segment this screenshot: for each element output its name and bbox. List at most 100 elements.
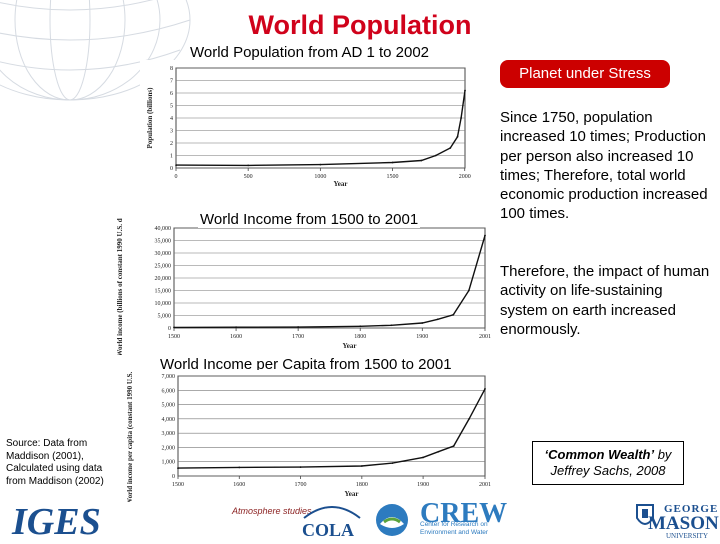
income-chart-title: World Income from 1500 to 2001 (198, 211, 421, 228)
pop-chart-title: World Population from AD 1 to 2002 (190, 44, 430, 61)
x-axis-label: Year (345, 490, 359, 498)
y-tick-label: 5 (170, 104, 173, 110)
population-chart: 0 1 2 3 4 5 6 7 8 0 500 1000 1500 2000 Year Population … (140, 60, 475, 188)
y-axis-label: World income (billions of constant 1990 … (116, 218, 124, 355)
book-author: by Jeffrey Sachs, 2008 (550, 447, 672, 478)
data-point (456, 135, 459, 138)
data-point (175, 164, 178, 167)
x-tick-label: 1900 (417, 482, 429, 488)
world-income-chart: 0 5,000 10,000 15,000 20,000 25,000 30,000 35,0… (112, 218, 495, 355)
data-point (173, 326, 175, 329)
y-tick-label: 2 (170, 141, 173, 147)
y-tick-label: 2,000 (162, 445, 176, 451)
y-tick-label: 7,000 (162, 374, 176, 380)
crew-logo-mark (376, 504, 408, 536)
gmu-logo-top: GEORGE (664, 503, 719, 515)
plot-frame (177, 375, 486, 477)
y-tick-label: 20,000 (155, 276, 172, 282)
y-tick-label: 8 (170, 66, 173, 72)
data-point (467, 289, 470, 292)
y-tick-label: 4,000 (162, 417, 176, 423)
data-point (390, 324, 393, 327)
data-point (247, 164, 250, 167)
data-point (319, 163, 322, 166)
data-point (422, 456, 425, 459)
crew-subtitle: Center for Research on Environment and W… (420, 521, 489, 536)
y-tick-label: 7 (170, 79, 173, 85)
y-tick-label: 1 (170, 154, 173, 160)
x-tick-label: 1000 (314, 174, 326, 180)
data-point (434, 154, 437, 157)
y-tick-label: 3,000 (162, 431, 176, 437)
x-tick-label: 1600 (230, 334, 242, 340)
y-tick-label: 10,000 (155, 301, 172, 307)
data-point (177, 467, 179, 470)
data-point (360, 465, 363, 467)
data-point (359, 325, 362, 328)
y-tick-label: 35,000 (155, 239, 172, 245)
y-tick-label: 15,000 (155, 289, 172, 295)
gmu-crest-icon (636, 504, 654, 525)
income-per-capita-chart: 0 1,000 2,000 3,000 4,000 5,000 6,000 7,000 1500… (118, 370, 495, 502)
x-tick-label: 1700 (292, 334, 304, 340)
x-tick-label: 1500 (172, 482, 184, 488)
cola-logo-mark (303, 506, 361, 519)
x-tick-label: 1800 (354, 334, 366, 340)
y-axis-label: World income per capita (constant 1990 U… (126, 370, 134, 502)
capita-chart-title: World Income per Capita from 1500 to 200… (160, 356, 452, 373)
x-tick-label: 1900 (416, 334, 428, 340)
x-tick-label: 2001 (479, 482, 491, 488)
iges-logo: IGES (12, 501, 101, 543)
x-axis-label: Year (343, 342, 357, 350)
data-point (449, 147, 452, 149)
x-tick-label: 500 (244, 174, 253, 180)
data-point (484, 387, 486, 390)
book-title: ‘Common Wealth’ (544, 447, 655, 462)
data-point (468, 417, 470, 420)
data-point (464, 89, 466, 92)
data-point (437, 450, 440, 453)
planet-stress-badge: Planet under Stress (500, 60, 670, 88)
data-point (484, 234, 486, 237)
series-line (176, 90, 466, 167)
gmu-logo-bottom: UNIVERSITY (666, 532, 708, 540)
impact-text: Therefore, the impact of human activity … (500, 263, 710, 338)
x-tick-label: 1700 (295, 482, 307, 488)
gmu-logo-mid: MASON (648, 513, 719, 534)
y-tick-label: 5,000 (158, 314, 172, 320)
y-axis-label: Population (billions) (146, 87, 154, 149)
y-tick-label: 6,000 (162, 388, 176, 394)
data-point (391, 462, 394, 465)
data-point (452, 313, 455, 316)
y-tick-label: 1,000 (162, 460, 176, 466)
y-tick-label: 0 (170, 166, 173, 172)
data-point (460, 117, 463, 119)
data-point (235, 326, 237, 329)
x-tick-label: 0 (175, 174, 178, 180)
data-point (297, 326, 300, 328)
x-tick-label: 1600 (233, 482, 245, 488)
y-tick-label: 5,000 (162, 403, 176, 409)
x-tick-label: 1500 (168, 334, 180, 340)
crew-logo: CREW (420, 498, 508, 529)
source-note: Source: Data from Maddison (2001), Calcu… (6, 438, 104, 487)
x-tick-label: 1500 (387, 174, 399, 180)
series-line (177, 388, 486, 469)
y-tick-label: 30,000 (155, 251, 172, 257)
y-tick-label: 25,000 (155, 264, 172, 270)
x-tick-label: 1800 (356, 482, 368, 488)
x-tick-label: 2000 (459, 174, 471, 180)
population-growth-text: Since 1750, population increased 10 time… (500, 109, 708, 223)
data-point (238, 466, 241, 469)
data-point (420, 159, 423, 162)
cola-logo: COLA (302, 520, 355, 540)
y-tick-label: 0 (172, 474, 175, 480)
x-tick-label: 2001 (479, 334, 491, 340)
data-point (299, 466, 302, 469)
data-point (391, 161, 394, 164)
x-axis-label: Year (334, 180, 348, 188)
y-tick-label: 4 (170, 116, 173, 122)
y-tick-label: 6 (170, 91, 173, 97)
y-tick-label: 0 (168, 326, 171, 332)
atmosphere-studies-logo-text: Atmosphere studies (232, 506, 312, 516)
